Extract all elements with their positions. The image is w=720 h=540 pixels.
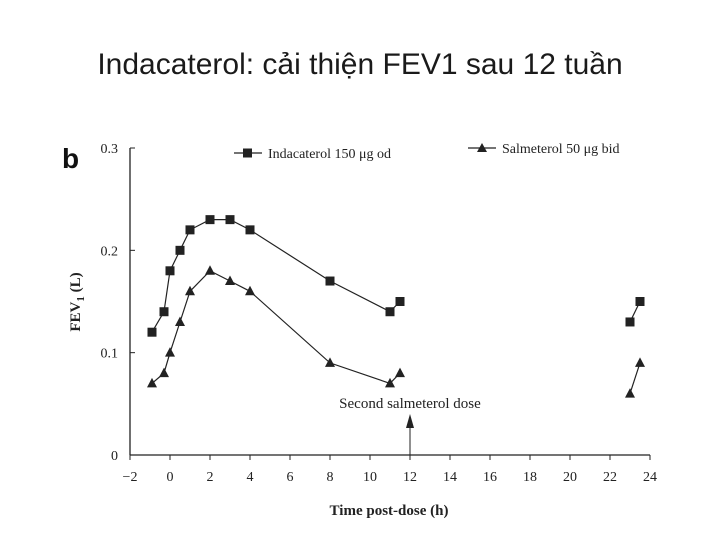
data-point-square — [385, 307, 395, 317]
x-tick-label: 16 — [483, 470, 497, 485]
legend-label-salmeterol: Salmeterol 50 μg bid — [502, 142, 620, 157]
x-tick-label: 22 — [603, 470, 617, 485]
x-tick-label: 12 — [403, 470, 417, 485]
x-tick-label: 10 — [363, 470, 377, 485]
legend-marker-square — [243, 148, 252, 158]
annotation-text: Second salmeterol dose — [339, 396, 481, 412]
data-point-square — [147, 327, 157, 337]
data-point-square — [185, 225, 195, 235]
x-tick-label: 20 — [563, 470, 577, 485]
x-tick-label: 18 — [523, 470, 537, 485]
y-axis-title: FEV1 (L) — [68, 272, 87, 331]
data-point-triangle — [159, 367, 169, 378]
data-point-square — [175, 245, 185, 255]
data-point-square — [159, 307, 169, 317]
data-point-triangle — [165, 347, 175, 357]
data-point-square — [395, 297, 405, 306]
legend: Indacaterol 150 μg od Salmeterol 50 μg b… — [234, 142, 620, 162]
x-tick-label: 8 — [327, 470, 334, 485]
data-point-triangle — [395, 367, 405, 378]
data-point-square — [205, 215, 215, 225]
data-point-triangle — [185, 285, 195, 296]
series-square — [147, 215, 645, 337]
data-point-triangle — [147, 377, 157, 388]
data-point-triangle — [175, 316, 185, 326]
slide-title: Indacaterol: cải thiện FEV1 sau 12 tuần — [97, 48, 623, 81]
series-triangle — [147, 265, 645, 398]
data-point-square — [625, 317, 635, 327]
data-point-square — [225, 215, 235, 225]
data-point-square — [635, 297, 645, 306]
data-point-square — [325, 276, 335, 286]
series-layer — [147, 215, 645, 398]
data-point-triangle — [635, 357, 645, 367]
data-point-triangle — [625, 388, 635, 398]
y-tick-label: 0 — [111, 449, 118, 464]
x-tick-label: 0 — [167, 470, 174, 485]
data-point-triangle — [245, 285, 255, 296]
x-tick-label: 14 — [443, 470, 457, 485]
panel-label: b — [62, 143, 79, 174]
series-line — [629, 362, 641, 394]
y-tick-label: 0.3 — [101, 142, 119, 157]
legend-label-indacaterol: Indacaterol 150 μg od — [268, 147, 391, 162]
x-axis-title: Time post-dose (h) — [330, 503, 449, 519]
data-point-triangle — [205, 265, 215, 275]
annotation-arrow-head — [406, 414, 414, 428]
legend-item-salmeterol: Salmeterol 50 μg bid — [468, 142, 620, 157]
y-tick-label: 0.2 — [101, 244, 119, 259]
legend-marker-triangle — [477, 143, 487, 152]
y-tick-label: 0.1 — [101, 347, 119, 362]
y-ticks: 0 0.1 0.2 0.3 — [101, 142, 135, 464]
x-tick-label: 2 — [207, 470, 214, 485]
x-tick-label: 24 — [643, 470, 657, 485]
data-point-triangle — [325, 357, 335, 367]
data-point-triangle — [225, 275, 235, 286]
data-point-square — [165, 266, 175, 276]
data-point-triangle — [385, 377, 395, 388]
x-tick-label: −2 — [123, 470, 138, 485]
data-point-square — [245, 225, 255, 235]
annotation: Second salmeterol dose — [339, 396, 481, 455]
x-tick-label: 6 — [287, 470, 294, 485]
legend-item-indacaterol: Indacaterol 150 μg od — [234, 147, 391, 162]
x-ticks: −2 0 2 4 6 8 10 12 14 16 18 20 22 24 — [123, 455, 657, 485]
x-tick-label: 4 — [247, 470, 254, 485]
